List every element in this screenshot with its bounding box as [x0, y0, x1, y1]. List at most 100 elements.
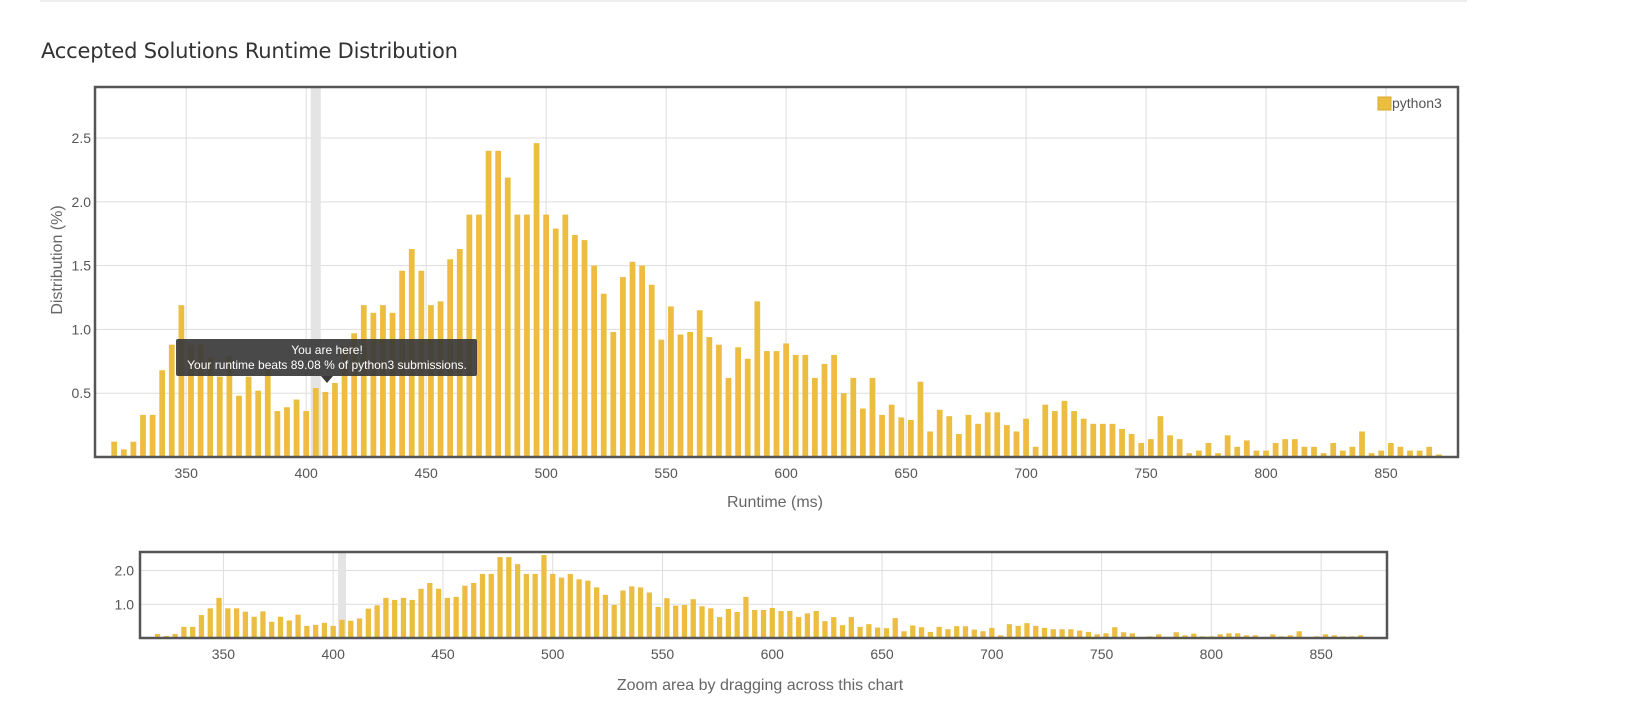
bar[interactable]: [917, 381, 924, 457]
bar[interactable]: [1330, 442, 1337, 457]
bar[interactable]: [1006, 624, 1013, 638]
bar[interactable]: [242, 611, 249, 638]
bar[interactable]: [339, 619, 345, 638]
bar[interactable]: [453, 596, 459, 638]
bar[interactable]: [879, 414, 885, 457]
bar[interactable]: [1041, 627, 1048, 638]
bar[interactable]: [831, 354, 837, 457]
bar[interactable]: [130, 441, 137, 457]
bar[interactable]: [1217, 634, 1223, 638]
bar[interactable]: [312, 624, 319, 638]
bar[interactable]: [975, 423, 981, 457]
bar[interactable]: [1068, 629, 1074, 638]
bar[interactable]: [207, 357, 214, 457]
bar[interactable]: [984, 412, 991, 457]
bar[interactable]: [168, 344, 175, 457]
bar[interactable]: [360, 305, 367, 457]
bar[interactable]: [664, 598, 670, 638]
bar[interactable]: [1109, 423, 1116, 457]
bar[interactable]: [251, 616, 257, 638]
navigator-chart[interactable]: 350 400 450 500 550 600 650 700 750 800 850 1.0 2.0…: [115, 550, 1389, 694]
bar[interactable]: [1112, 627, 1118, 638]
bar[interactable]: [572, 235, 578, 457]
bar[interactable]: [233, 608, 240, 638]
bar[interactable]: [840, 393, 847, 457]
bar[interactable]: [760, 610, 767, 638]
bar[interactable]: [681, 604, 688, 638]
bar[interactable]: [735, 347, 741, 457]
bar[interactable]: [1128, 434, 1135, 457]
bar[interactable]: [1205, 442, 1212, 457]
bar[interactable]: [734, 612, 740, 638]
bar[interactable]: [901, 631, 907, 638]
bar[interactable]: [284, 407, 290, 457]
bar[interactable]: [197, 344, 204, 457]
bar[interactable]: [497, 557, 503, 638]
bar[interactable]: [994, 412, 1001, 457]
bar[interactable]: [1015, 625, 1021, 638]
bar[interactable]: [611, 604, 617, 638]
bar[interactable]: [773, 351, 780, 457]
bar[interactable]: [216, 597, 222, 638]
bar[interactable]: [1359, 431, 1365, 457]
bar[interactable]: [533, 143, 540, 457]
bar[interactable]: [1059, 629, 1065, 638]
bar[interactable]: [1272, 442, 1279, 457]
bar[interactable]: [264, 368, 271, 457]
bar[interactable]: [1099, 423, 1106, 457]
navigator-bars[interactable]: [154, 555, 1373, 638]
bar[interactable]: [321, 622, 328, 638]
bar[interactable]: [812, 377, 818, 457]
bar[interactable]: [1291, 439, 1298, 457]
bar[interactable]: [1061, 400, 1068, 457]
bar[interactable]: [1051, 411, 1058, 457]
bar[interactable]: [1156, 634, 1162, 638]
bar[interactable]: [646, 592, 652, 638]
bar[interactable]: [226, 356, 233, 457]
bar[interactable]: [1407, 450, 1413, 457]
bar[interactable]: [207, 608, 213, 638]
bar[interactable]: [629, 586, 635, 638]
bar[interactable]: [365, 608, 371, 638]
bar[interactable]: [428, 305, 434, 457]
bar[interactable]: [245, 376, 252, 457]
bar[interactable]: [154, 633, 161, 638]
bar[interactable]: [1138, 442, 1145, 457]
bar[interactable]: [910, 625, 916, 638]
bar[interactable]: [181, 626, 187, 638]
bar[interactable]: [198, 615, 205, 638]
legend[interactable]: python3: [1377, 95, 1442, 111]
bar[interactable]: [725, 377, 732, 457]
bar[interactable]: [178, 305, 185, 457]
bar[interactable]: [658, 339, 665, 457]
bar[interactable]: [1013, 431, 1020, 457]
bar[interactable]: [629, 261, 636, 457]
bar[interactable]: [927, 631, 933, 638]
bar[interactable]: [1397, 446, 1404, 457]
bar[interactable]: [989, 627, 995, 638]
bar[interactable]: [514, 564, 521, 638]
bar[interactable]: [304, 625, 310, 638]
bar[interactable]: [1234, 446, 1241, 457]
bar[interactable]: [860, 408, 866, 457]
bar[interactable]: [857, 626, 863, 638]
bar[interactable]: [955, 434, 962, 457]
bar[interactable]: [792, 354, 799, 457]
bar[interactable]: [869, 377, 876, 457]
bar[interactable]: [673, 605, 679, 638]
bar[interactable]: [462, 585, 468, 638]
bar[interactable]: [562, 214, 569, 457]
bar[interactable]: [883, 628, 890, 638]
bar[interactable]: [744, 358, 751, 457]
bar[interactable]: [795, 617, 802, 638]
bar[interactable]: [802, 354, 809, 457]
bar[interactable]: [1167, 435, 1173, 457]
bar[interactable]: [581, 240, 588, 457]
bar[interactable]: [1243, 440, 1250, 457]
bar[interactable]: [1173, 632, 1179, 638]
bar[interactable]: [269, 621, 275, 638]
bar[interactable]: [514, 214, 521, 457]
bar[interactable]: [848, 617, 854, 638]
bar[interactable]: [962, 626, 969, 638]
